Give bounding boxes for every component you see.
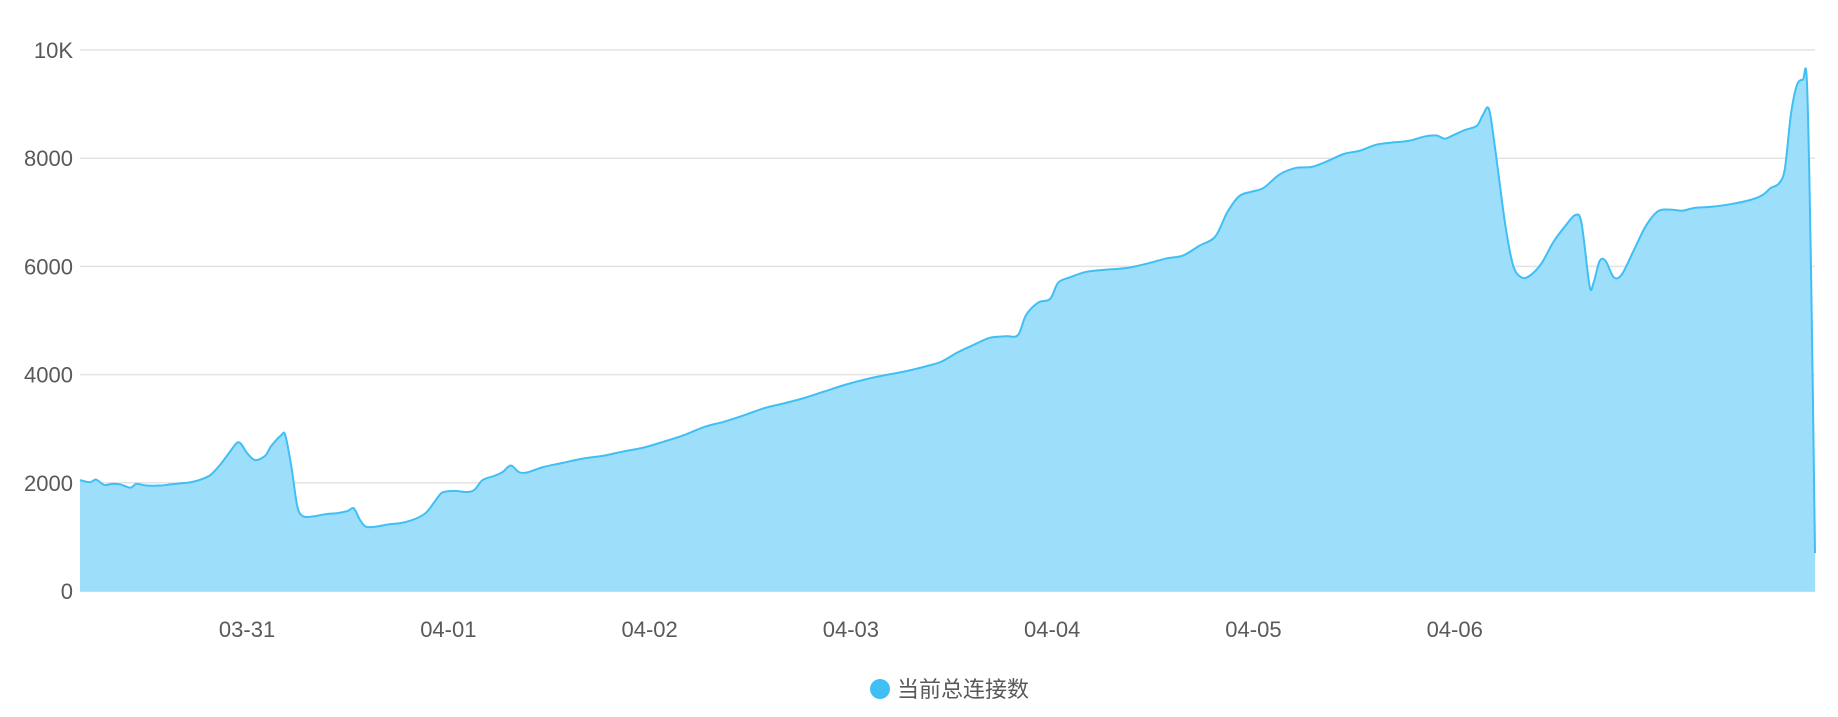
y-tick-label: 8000 [24,146,73,171]
series-area [80,68,1815,592]
y-tick-label: 6000 [24,254,73,279]
legend-label[interactable]: 当前总连接数 [897,677,1029,702]
series-line[interactable] [79,67,1816,554]
series-layer [79,67,1816,592]
x-tick-label: 04-02 [621,617,677,642]
y-tick-label: 4000 [24,363,73,388]
y-tick-label: 2000 [24,471,73,496]
x-tick-label: 04-03 [823,617,879,642]
y-tick-label: 0 [61,579,73,604]
y-axis: 0 2000 4000 6000 8000 10K [24,38,73,604]
legend[interactable]: 当前总连接数 [870,677,1029,702]
x-axis: 03-31 04-01 04-02 04-03 04-04 04-05 04-06 [219,617,1483,642]
y-tick-label: 10K [34,38,73,63]
x-tick-label: 04-06 [1427,617,1483,642]
x-tick-label: 03-31 [219,617,275,642]
legend-marker[interactable] [870,679,890,699]
x-tick-label: 04-04 [1024,617,1080,642]
x-tick-label: 04-05 [1225,617,1281,642]
x-tick-label: 04-01 [420,617,476,642]
